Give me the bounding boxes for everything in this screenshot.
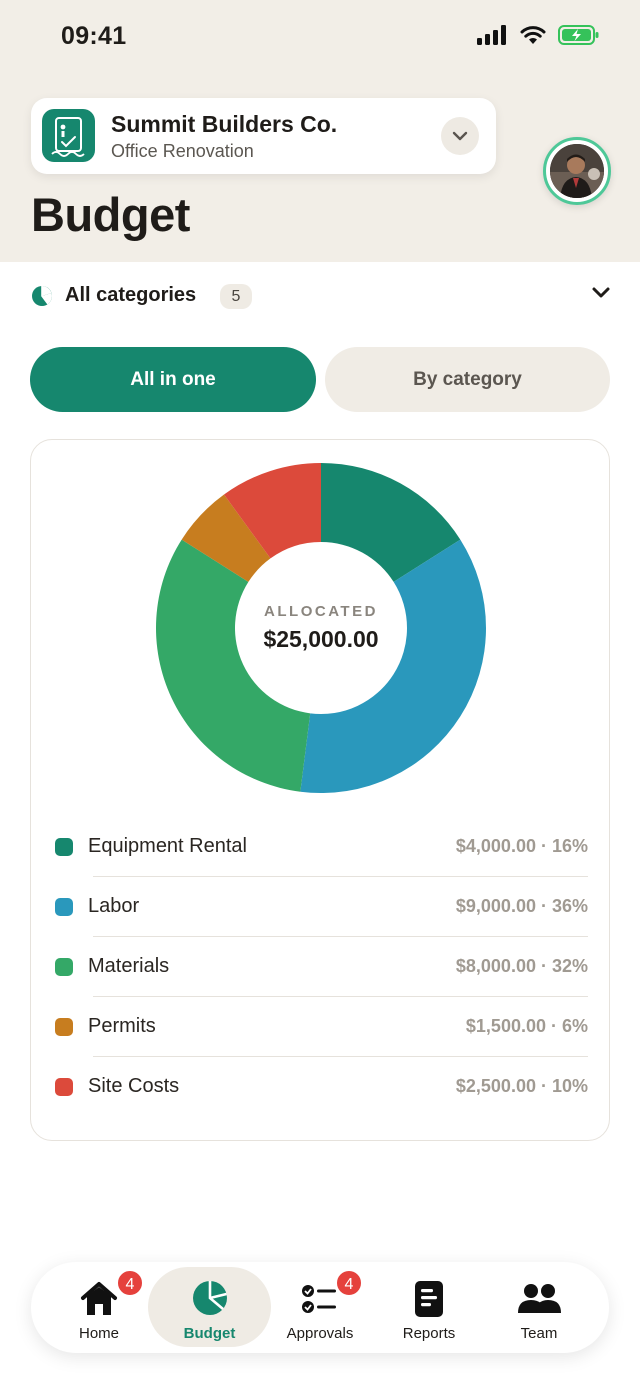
status-time: 09:41 — [61, 22, 127, 50]
legend-swatch — [55, 1078, 73, 1096]
legend-name: Site Costs — [88, 1075, 180, 1097]
team-icon — [484, 1279, 594, 1319]
donut-slice-site-costs[interactable] — [224, 463, 321, 559]
checklist-icon — [265, 1279, 375, 1319]
donut-slice-permits[interactable] — [181, 494, 271, 582]
chevron-down-icon[interactable] — [441, 117, 479, 155]
tab-approvals[interactable]: 4 Approvals — [265, 1267, 375, 1347]
legend-value: $9,000.00 · 36% — [455, 896, 588, 916]
tab-budget[interactable]: Budget — [148, 1267, 271, 1347]
cellular-signal-icon — [477, 25, 506, 45]
legend-name: Permits — [88, 1015, 156, 1037]
legend-value: $2,500.00 · 10% — [455, 1076, 588, 1096]
bottom-tab-bar: 4 Home Budget 4 Approvals — [31, 1262, 609, 1353]
tab-home[interactable]: 4 Home — [44, 1267, 154, 1347]
budget-legend: Equipment Rental $4,000.00 · 16% Labor $… — [53, 816, 588, 1116]
pie-chart-icon — [32, 286, 52, 306]
project-subtitle: Office Renovation — [111, 141, 254, 161]
legend-value: $8,000.00 · 32% — [455, 956, 588, 976]
legend-swatch — [55, 958, 73, 976]
report-icon — [374, 1279, 484, 1319]
donut-slice-equipment-rental[interactable] — [321, 463, 461, 582]
notification-badge: 4 — [335, 1269, 363, 1297]
project-name: Summit Builders Co. — [111, 111, 338, 137]
tab-label: Reports — [402, 1325, 456, 1342]
project-logo-icon — [42, 109, 95, 162]
legend-name: Materials — [88, 955, 170, 977]
project-switcher[interactable]: Summit Builders Co. Office Renovation — [31, 98, 496, 174]
battery-charging-icon — [558, 25, 599, 45]
legend-value: $1,500.00 · 6% — [465, 1016, 588, 1036]
budget-card: ALLOCATED $25,000.00 Equipment Rental $4… — [30, 439, 610, 1141]
legend-swatch — [55, 838, 73, 856]
segment-all-in-one[interactable]: All in one — [30, 347, 316, 412]
segment-by-category[interactable]: By category — [325, 347, 610, 412]
page-title: Budget — [31, 188, 190, 241]
donut-slice-labor[interactable] — [300, 539, 486, 793]
notification-badge: 4 — [116, 1269, 144, 1297]
legend-value: $4,000.00 · 16% — [455, 836, 588, 856]
legend-name: Equipment Rental — [88, 835, 247, 857]
filter-count-badge: 5 — [220, 284, 252, 309]
budget-donut-chart — [156, 463, 486, 793]
tab-label: Budget — [183, 1325, 236, 1342]
filter-label: All categories — [65, 284, 197, 306]
legend-row[interactable]: Materials $8,000.00 · 32% — [53, 936, 588, 996]
wifi-icon — [520, 26, 546, 44]
category-filter[interactable]: All categories 5 — [31, 282, 611, 312]
chevron-down-icon[interactable] — [591, 286, 611, 300]
allocated-value: $25,000.00 — [263, 626, 379, 652]
tab-team[interactable]: Team — [484, 1267, 594, 1347]
avatar-photo — [550, 144, 604, 198]
legend-swatch — [55, 898, 73, 916]
donut-slice-materials[interactable] — [156, 539, 311, 792]
allocated-label: ALLOCATED — [264, 603, 378, 620]
pie-chart-icon — [148, 1279, 271, 1319]
legend-row[interactable]: Permits $1,500.00 · 6% — [53, 996, 588, 1056]
legend-row[interactable]: Equipment Rental $4,000.00 · 16% — [53, 816, 588, 876]
tab-label: Team — [520, 1325, 558, 1342]
home-icon — [44, 1279, 154, 1319]
avatar[interactable] — [543, 137, 611, 205]
legend-row[interactable]: Labor $9,000.00 · 36% — [53, 876, 588, 936]
legend-swatch — [55, 1018, 73, 1036]
tab-label: Home — [78, 1325, 119, 1342]
status-icons — [477, 24, 600, 46]
tab-label: Approvals — [286, 1325, 354, 1342]
legend-name: Labor — [88, 895, 140, 917]
legend-row[interactable]: Site Costs $2,500.00 · 10% — [53, 1056, 588, 1116]
tab-reports[interactable]: Reports — [374, 1267, 484, 1347]
